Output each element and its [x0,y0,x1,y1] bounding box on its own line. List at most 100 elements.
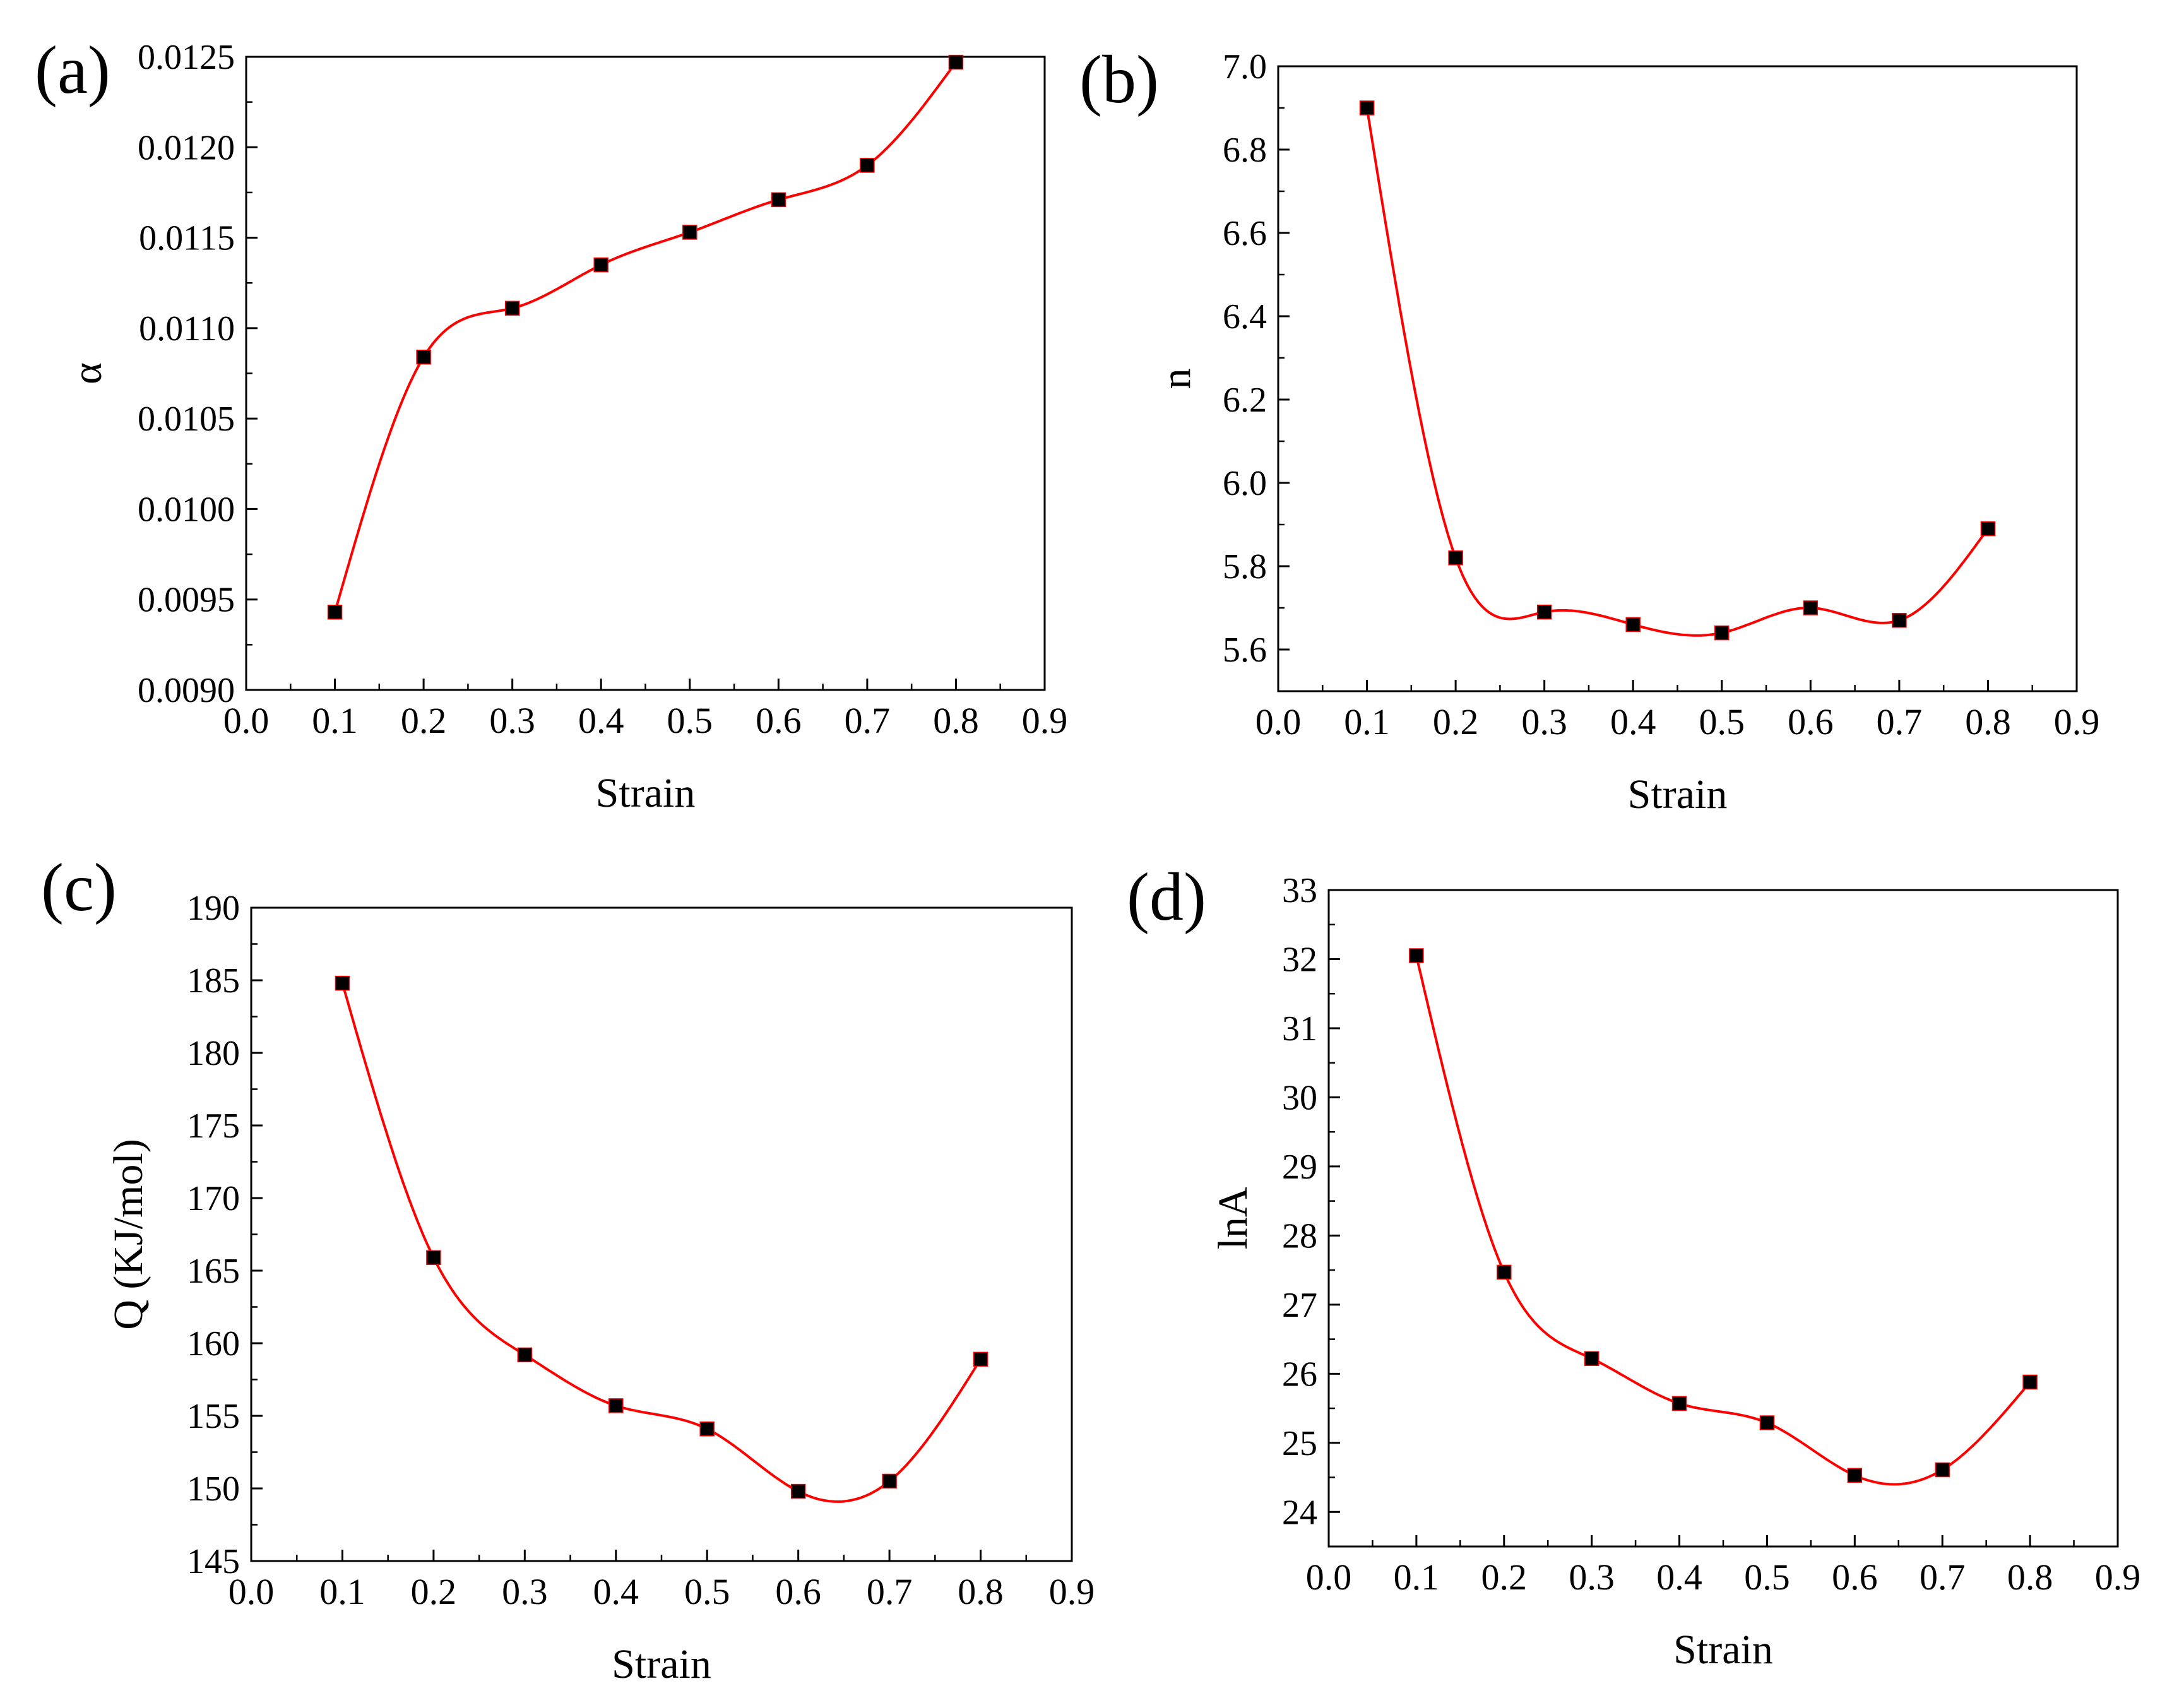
x-tick-label-b-7: 0.7 [1877,701,1923,742]
y-tick-label-c-7: 180 [187,1034,240,1073]
y-axis-title-d: lnA [1210,1187,1256,1249]
data-point-a-5 [771,192,786,208]
x-tick-label-c-0: 0.0 [228,1571,275,1612]
plot-frame-a [245,56,1046,691]
x-axis-title-b: Strain [1628,771,1728,817]
x-tick-label-c-4: 0.4 [593,1571,639,1612]
y-tick-label-a-6: 0.0120 [138,128,235,167]
x-tick-label-d-2: 0.2 [1481,1557,1528,1598]
data-point-b-4 [1714,625,1730,641]
panel-label-c: (c) [41,850,117,925]
y-tick-label-d-5: 29 [1282,1148,1317,1187]
data-point-b-1 [1448,550,1463,566]
x-tick-label-d-1: 0.1 [1394,1557,1440,1598]
y-tick-label-d-6: 30 [1282,1078,1317,1117]
x-tick-label-c-8: 0.8 [958,1571,1004,1612]
data-point-c-4 [699,1421,715,1437]
y-tick-label-d-2: 26 [1282,1355,1317,1394]
x-tick-label-c-5: 0.5 [684,1571,730,1612]
y-tick-label-c-5: 170 [187,1179,240,1218]
y-tick-label-b-5: 6.6 [1223,214,1267,253]
panel-label-a: (a) [35,33,110,108]
x-tick-label-b-0: 0.0 [1255,701,1302,742]
y-tick-label-d-3: 27 [1282,1286,1317,1325]
x-tick-label-d-8: 0.8 [2007,1557,2053,1598]
data-point-a-3 [593,257,608,273]
y-tick-label-d-0: 24 [1282,1493,1317,1532]
y-tick-label-a-0: 0.0090 [138,671,235,710]
x-tick-label-b-1: 0.1 [1344,701,1390,742]
data-point-d-5 [1847,1468,1863,1483]
x-tick-label-c-9: 0.9 [1049,1571,1095,1612]
x-tick-label-b-8: 0.8 [1965,701,2011,742]
x-tick-label-a-4: 0.4 [578,700,624,741]
plot-frame-c [250,906,1073,1562]
x-tick-label-b-4: 0.4 [1610,701,1656,742]
chart-a: 0.0 0.1 0.2 0.3 0.4 0.5 0.6 0.7 0.8 0.9 0.0090 0.00… [35,33,1067,816]
x-tick-label-d-0: 0.0 [1306,1557,1352,1598]
data-point-a-2 [504,300,520,316]
y-tick-label-c-9: 190 [187,889,240,928]
y-tick-label-a-4: 0.0110 [139,309,235,348]
data-point-b-6 [1892,613,1907,628]
y-tick-label-c-2: 155 [187,1397,240,1436]
x-tick-label-a-9: 0.9 [1022,700,1068,741]
y-tick-label-a-2: 0.0100 [138,490,235,529]
x-axis-title-d: Strain [1673,1627,1773,1673]
x-tick-label-a-7: 0.7 [845,700,891,741]
x-axis-title-c: Strain [612,1641,711,1687]
series-line-b [1365,107,1990,637]
series-line-a [333,61,958,613]
chart-c: 0.0 0.1 0.2 0.3 0.4 0.5 0.6 0.7 0.8 0.9 145 150 155 1… [41,850,1095,1687]
panel-label-d: (d) [1127,860,1206,935]
y-tick-label-b-2: 6.0 [1223,464,1267,503]
chart-b: 0.0 0.1 0.2 0.3 0.4 0.5 0.6 0.7 0.8 0.9 5.6 5.8 6.0 6… [1079,42,2099,817]
data-point-a-7 [948,54,964,70]
data-point-d-1 [1497,1264,1512,1280]
y-tick-label-a-5: 0.0115 [139,219,235,258]
data-point-c-6 [882,1473,897,1489]
data-point-d-6 [1935,1462,1950,1478]
y-tick-label-b-6: 6.8 [1223,131,1267,170]
y-tick-label-d-7: 31 [1282,1009,1317,1048]
x-tick-label-a-6: 0.6 [756,700,802,741]
x-tick-label-d-6: 0.6 [1832,1557,1878,1598]
data-point-c-2 [517,1347,533,1363]
data-point-a-1 [416,349,431,365]
y-axis-title-a: α [64,362,110,384]
y-tick-label-b-0: 5.6 [1223,631,1267,670]
x-tick-label-d-3: 0.3 [1569,1557,1615,1598]
data-point-c-3 [608,1398,624,1413]
x-tick-label-c-2: 0.2 [411,1571,457,1612]
y-tick-label-c-0: 145 [187,1542,240,1581]
y-tick-label-c-6: 175 [187,1107,240,1146]
x-tick-label-b-9: 0.9 [2054,701,2100,742]
data-point-d-4 [1759,1415,1775,1430]
x-tick-label-a-3: 0.3 [489,700,535,741]
y-tick-label-c-1: 150 [187,1469,240,1509]
y-tick-label-c-3: 160 [187,1324,240,1363]
y-tick-label-d-4: 28 [1282,1216,1317,1256]
y-tick-label-d-9: 33 [1282,871,1317,910]
y-tick-label-c-8: 185 [187,961,240,1000]
x-tick-label-b-5: 0.5 [1699,701,1745,742]
x-tick-label-a-2: 0.2 [401,700,447,741]
data-point-b-7 [1980,521,1996,537]
data-point-b-0 [1359,100,1375,116]
y-tick-label-b-3: 6.2 [1223,381,1267,420]
y-axis-title-c: Q (KJ/mol) [105,1139,151,1329]
y-axis-title-b: n [1153,369,1199,389]
data-point-c-1 [426,1250,441,1266]
x-tick-label-d-7: 0.7 [1920,1557,1966,1598]
data-point-a-4 [682,225,697,240]
x-tick-label-d-4: 0.4 [1656,1557,1702,1598]
data-point-d-7 [2022,1374,2038,1390]
y-tick-label-b-1: 5.8 [1223,547,1267,586]
series-line-d [1415,955,2031,1486]
data-point-d-0 [1409,948,1424,963]
y-tick-label-d-8: 32 [1282,940,1317,979]
data-point-c-7 [973,1351,988,1367]
data-point-c-0 [335,975,350,991]
